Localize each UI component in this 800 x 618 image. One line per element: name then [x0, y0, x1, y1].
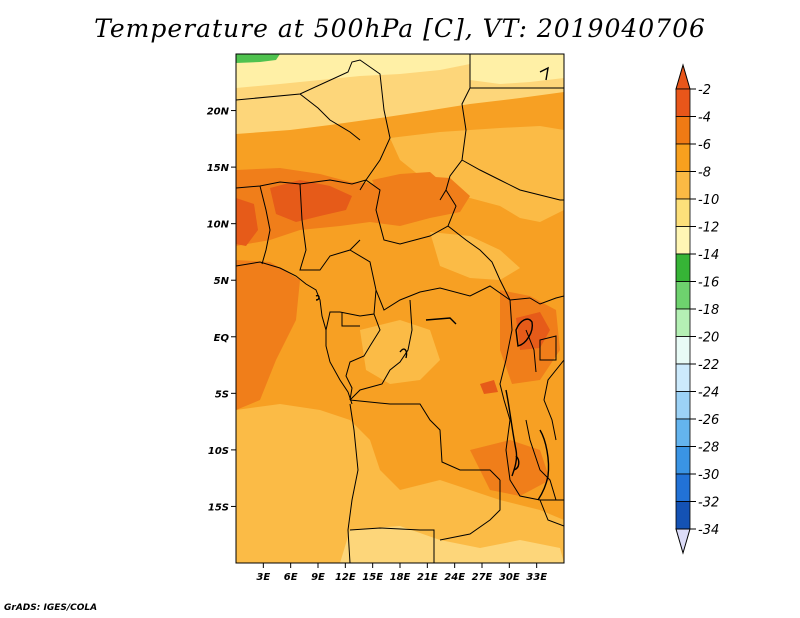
temperature-field-warm-patch [372, 172, 446, 200]
colorbar-top-triangle [675, 63, 691, 90]
latitude-ticks: 20N 15N 10N 5N EQ 5S 10S 15S [207, 107, 236, 513]
temperature-field-warm-patch [470, 440, 550, 496]
colorbar-label: -26 [698, 413, 719, 428]
lat-tick-label: 5N [214, 276, 230, 287]
colorbar-swatch [675, 143, 691, 172]
lat-tick-label: 5S [215, 389, 229, 400]
colorbar-swatch [675, 363, 691, 392]
colorbar-label: -24 [698, 386, 719, 401]
lon-tick-label: 12E [335, 572, 356, 583]
lat-tick-label: 20N [207, 107, 230, 118]
colorbar-label: -30 [698, 468, 719, 483]
temperature-field-cool-patch [236, 404, 564, 563]
lon-tick-label: 18E [390, 572, 411, 583]
map-title: Temperature at 500hPa [C], VT: 201904070… [94, 14, 706, 43]
colorbar-swatch [675, 418, 691, 447]
colorbar-swatch [675, 198, 691, 227]
colorbar-swatch [675, 88, 691, 117]
temperature-field-cool-patch [430, 232, 520, 280]
lakes [315, 66, 550, 501]
lat-tick-label: 15S [208, 502, 229, 513]
colorbar: -2 -4 -6 -8 -10 -12 -14 -16 -18 -20 -22 -24 -26 -28 -3… [675, 63, 719, 555]
lat-tick-label: 15N [207, 163, 230, 174]
temperature-field-north-cream [236, 54, 470, 88]
lon-tick-label: 3E [256, 572, 270, 583]
colorbar-swatch [675, 501, 691, 530]
longitude-ticks: 3E 6E 9E 12E 15E 18E 21E 24E 27E 30E 33E [256, 563, 547, 583]
lon-tick-label: 33E [526, 572, 547, 583]
temperature-field-cool-patch [390, 126, 564, 222]
lon-tick-label: 21E [417, 572, 438, 583]
colorbar-swatch [675, 446, 691, 475]
colorbar-bottom-triangle [675, 528, 691, 555]
colorbar-label: -10 [698, 193, 719, 208]
credit-label: GrADS: IGES/COLA [4, 603, 98, 613]
colorbar-label: -28 [698, 441, 719, 456]
coastline [236, 261, 353, 405]
country-borders [236, 54, 564, 563]
colorbar-label: -16 [698, 276, 719, 291]
temperature-field-north-cream-east [470, 54, 564, 84]
lon-tick-label: 9E [311, 572, 325, 583]
colorbar-swatch [675, 116, 691, 145]
colorbar-label: -4 [698, 111, 711, 126]
lon-tick-label: 15E [362, 572, 383, 583]
colorbar-swatch [675, 473, 691, 502]
colorbar-swatch [675, 308, 691, 337]
colorbar-label: -2 [698, 83, 711, 98]
lon-tick-label: 24E [444, 572, 465, 583]
temperature-field-green-patch [236, 54, 280, 63]
lon-tick-label: 6E [284, 572, 298, 583]
colorbar-label: -20 [698, 331, 719, 346]
colorbar-label: -22 [698, 358, 719, 373]
colorbar-swatch [675, 226, 691, 255]
lat-tick-label: 10S [208, 446, 229, 457]
colorbar-label: -8 [698, 166, 711, 181]
lon-tick-label: 27E [472, 572, 493, 583]
colorbar-swatch [675, 253, 691, 282]
map-area [236, 54, 564, 563]
colorbar-label: -6 [698, 138, 711, 153]
lat-tick-label: EQ [214, 333, 230, 344]
colorbar-swatch [675, 391, 691, 420]
temperature-field-hot-core [236, 198, 258, 246]
colorbar-swatch [675, 281, 691, 310]
lat-tick-label: 10N [207, 220, 230, 231]
temperature-field-hot-core [480, 380, 498, 394]
colorbar-label: -32 [698, 496, 719, 511]
colorbar-label: -14 [698, 248, 719, 263]
temperature-field-warm-patch [236, 260, 300, 410]
temperature-field-hot-core [270, 180, 352, 222]
colorbar-swatch [675, 171, 691, 200]
lon-tick-label: 30E [499, 572, 520, 583]
temperature-field-south-pale [340, 526, 564, 563]
colorbar-label: -18 [698, 303, 719, 318]
colorbar-label: -34 [698, 523, 719, 538]
colorbar-label: -12 [698, 221, 719, 236]
colorbar-swatch [675, 336, 691, 365]
temperature-field-hot-core [516, 312, 550, 350]
